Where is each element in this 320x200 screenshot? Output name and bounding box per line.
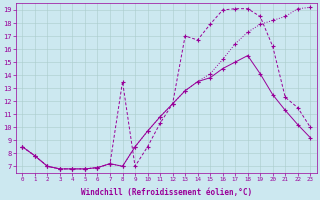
X-axis label: Windchill (Refroidissement éolien,°C): Windchill (Refroidissement éolien,°C) (81, 188, 252, 197)
